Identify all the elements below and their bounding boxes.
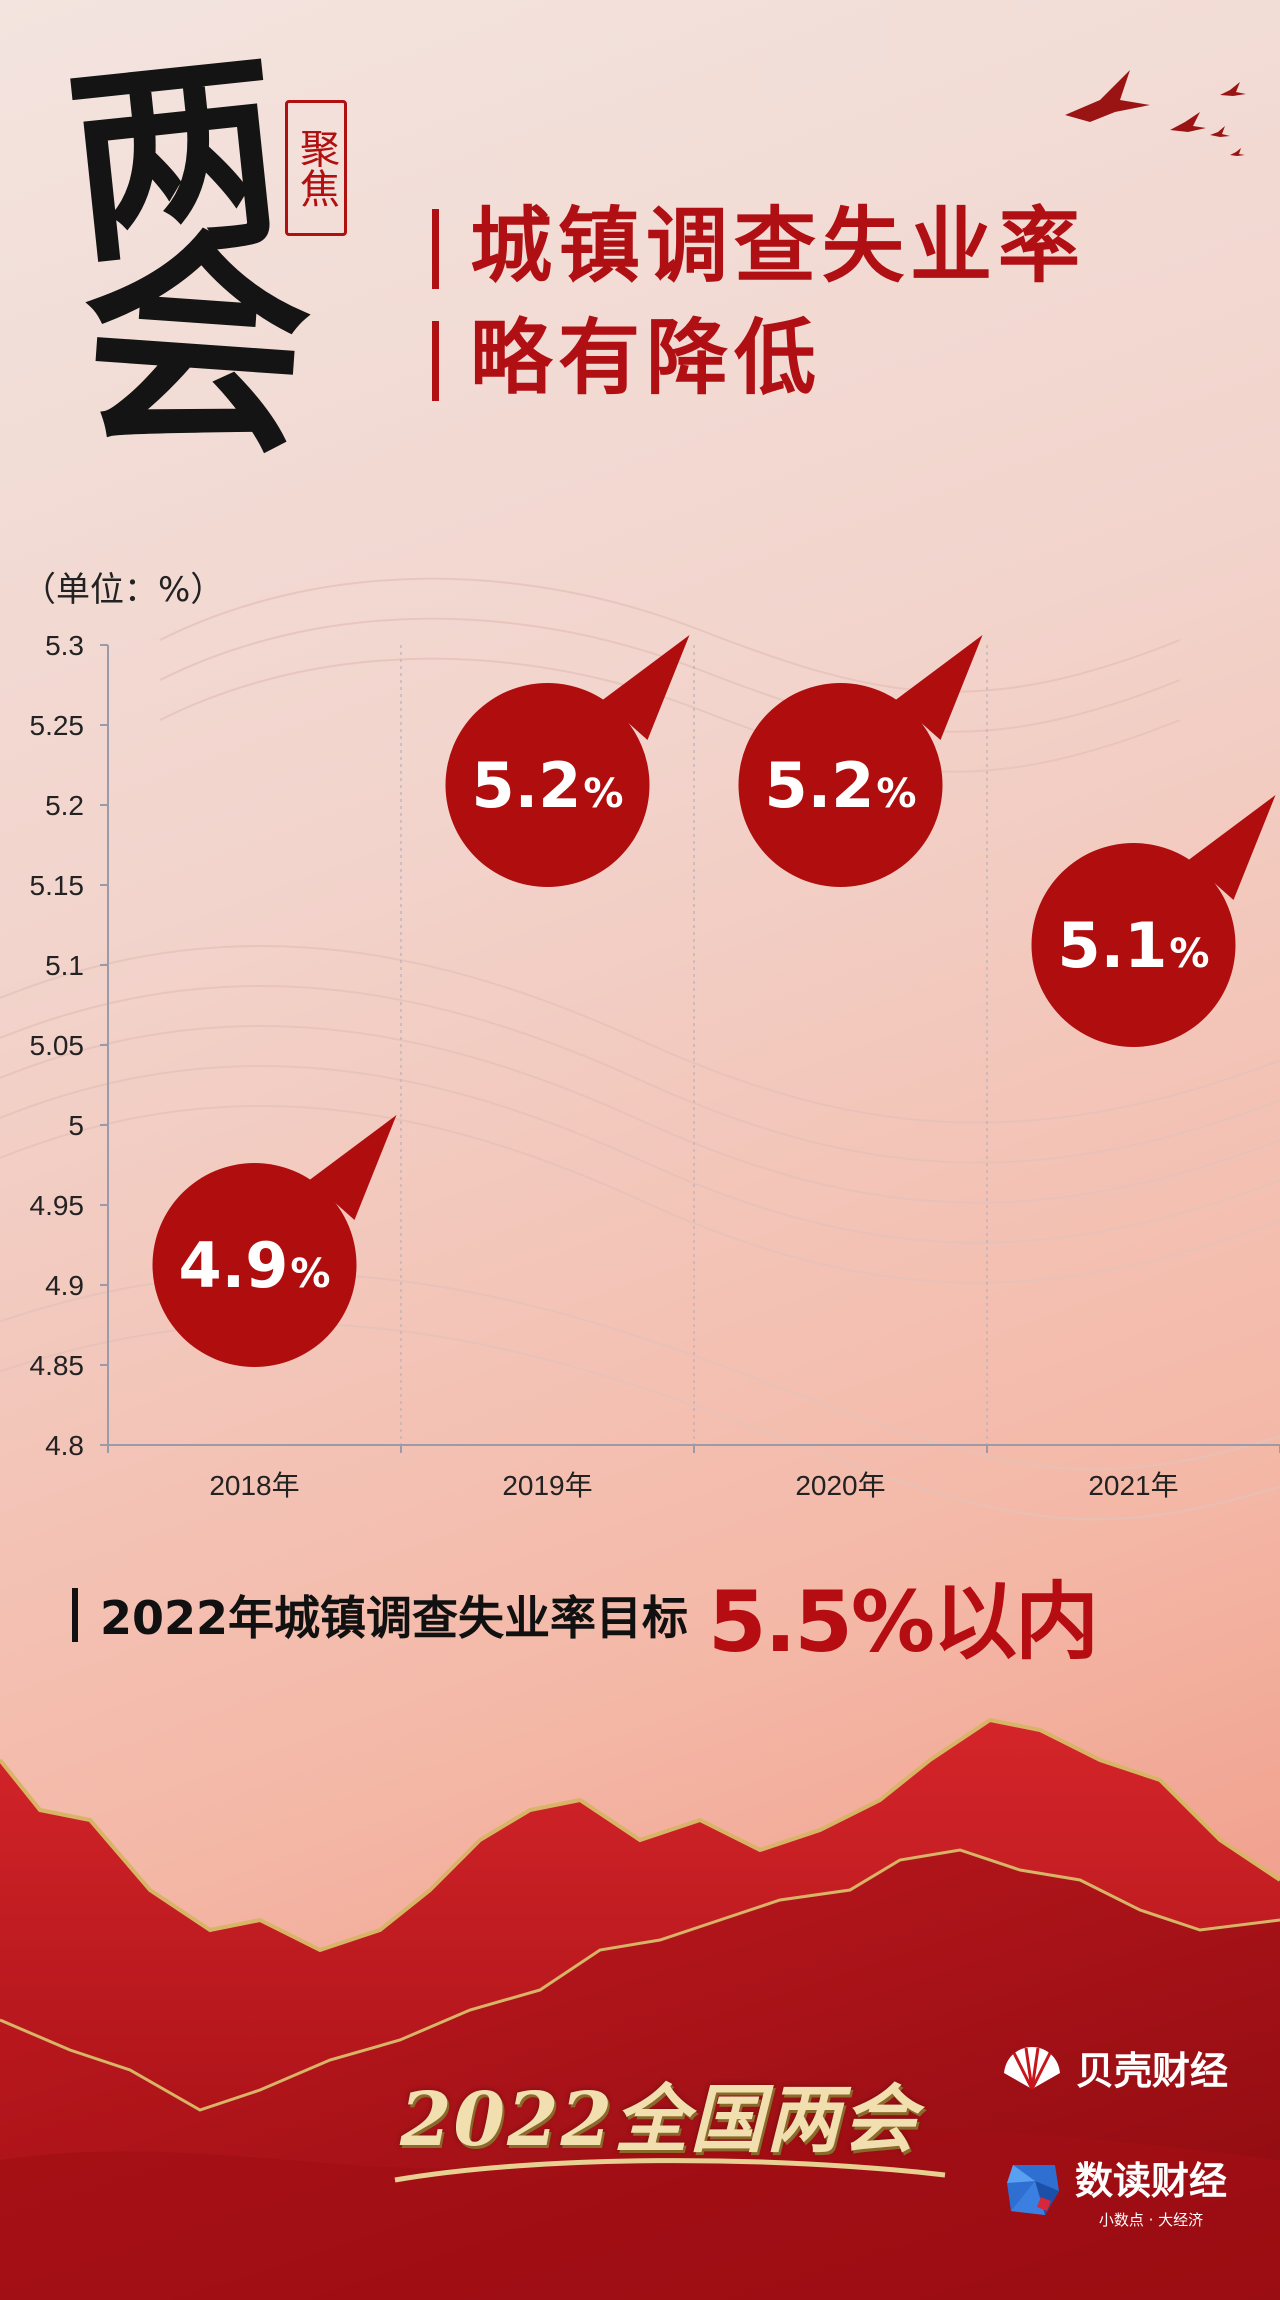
data-label-1: 5.2% [472,749,624,822]
y-tick-label-1: 4.85 [30,1350,85,1381]
target-bar-marker [72,1588,78,1642]
calligraphy-hui: 会 [70,202,320,488]
page-title-line-2: 略有降低 [431,310,823,406]
bubble-circle-1 [445,683,650,887]
y-tick-label-10: 5.3 [45,630,84,661]
unemployment-chart: 4.8 4.85 4.9 4.95 5 5.05 5.1 5.15 5.2 5.25 5.3 201… [30,630,1280,1501]
data-bubbles: 4.9%5.2% 5.2%5.1% [152,635,1276,1367]
bubble-tail-3 [1188,795,1276,900]
event-logo-swoosh [394,2158,946,2183]
data-point-0: 4.9% [152,1115,397,1367]
y-tick-label-8: 5.2 [45,790,84,821]
data-label-suffix-3: % [1169,931,1209,977]
data-point-1: 5.2% [445,635,690,887]
crystal-icon [1007,2165,1059,2215]
mountain-illustration [0,1717,1280,2300]
y-tick-label-2: 4.9 [45,1270,84,1301]
data-label-value-3: 5.1 [1058,909,1168,982]
data-label-2: 5.2% [765,749,917,822]
title-block: 两 会 聚焦 城镇调查失业率 略有降低 [58,26,1220,495]
y-tick-label-0: 4.8 [45,1430,84,1461]
background-wave-lines [0,577,1280,1521]
data-point-2: 5.2% [738,635,983,887]
target-text: 2022年城镇调查失业率目标 [100,1591,689,1645]
data-label-value-1: 5.2 [472,749,582,822]
brand-2-name: 数读财经 [1075,2159,1228,2203]
x-axis-ticks: 2018年 2019年 2020年 2021年 [209,1470,1178,1501]
target-value: 5.5%以内 [708,1572,1099,1671]
y-axis-ticks: 4.8 4.85 4.9 4.95 5 5.05 5.1 5.15 5.2 5.25 5.3 [30,630,108,1461]
x-tick-label-1: 2019年 [502,1470,592,1501]
shell-icon [1004,2046,1060,2090]
x-tick-label-2: 2020年 [795,1470,885,1501]
data-label-3: 5.1% [1058,909,1210,982]
target-row: 2022年城镇调查失业率目标 5.5%以内 [72,1560,1099,1671]
data-label-suffix-2: % [876,771,916,817]
data-label-suffix-0: % [290,1251,330,1297]
x-tick-label-0: 2018年 [209,1470,299,1501]
flying-birds-icon [1065,70,1246,156]
brand-2-text: 数读财经 小数点 · 大经济 [1075,2150,1227,2230]
unit-label: （单位：%） [22,570,225,610]
bubble-tail-0 [309,1115,397,1220]
data-label-suffix-1: % [583,771,623,817]
x-tick-label-3: 2021年 [1088,1470,1178,1501]
y-tick-label-9: 5.25 [30,710,85,741]
chart-grid [400,645,988,1445]
bubble-tail-2 [895,635,983,740]
y-tick-label-5: 5.05 [30,1030,85,1061]
y-tick-label-4: 5 [68,1110,84,1141]
brand-1-name: 贝壳财经 [1076,2049,1229,2093]
data-point-3: 5.1% [1031,795,1276,1047]
y-tick-label-6: 5.1 [45,950,84,981]
brand-beike: 贝壳财经 [1000,2040,1228,2095]
seal-stamp: 聚焦 [285,100,347,236]
page-title-line-1: 城镇调查失业率 [431,198,1087,294]
bubble-tail-1 [602,635,690,740]
data-label-0: 4.9% [179,1229,331,1302]
bubble-circle-3 [1031,843,1236,1047]
event-logo: 2022全国两会 [400,2077,918,2163]
brand-shudu: 数读财经 小数点 · 大经济 [1005,2150,1227,2230]
y-tick-label-7: 5.15 [30,870,85,901]
brand-2-slogan: 小数点 · 大经济 [1098,2211,1204,2229]
data-label-value-2: 5.2 [765,749,875,822]
bubble-circle-2 [738,683,943,887]
data-label-value-0: 4.9 [179,1229,289,1302]
y-tick-label-3: 4.95 [30,1190,85,1221]
bubble-circle-0 [152,1163,357,1367]
